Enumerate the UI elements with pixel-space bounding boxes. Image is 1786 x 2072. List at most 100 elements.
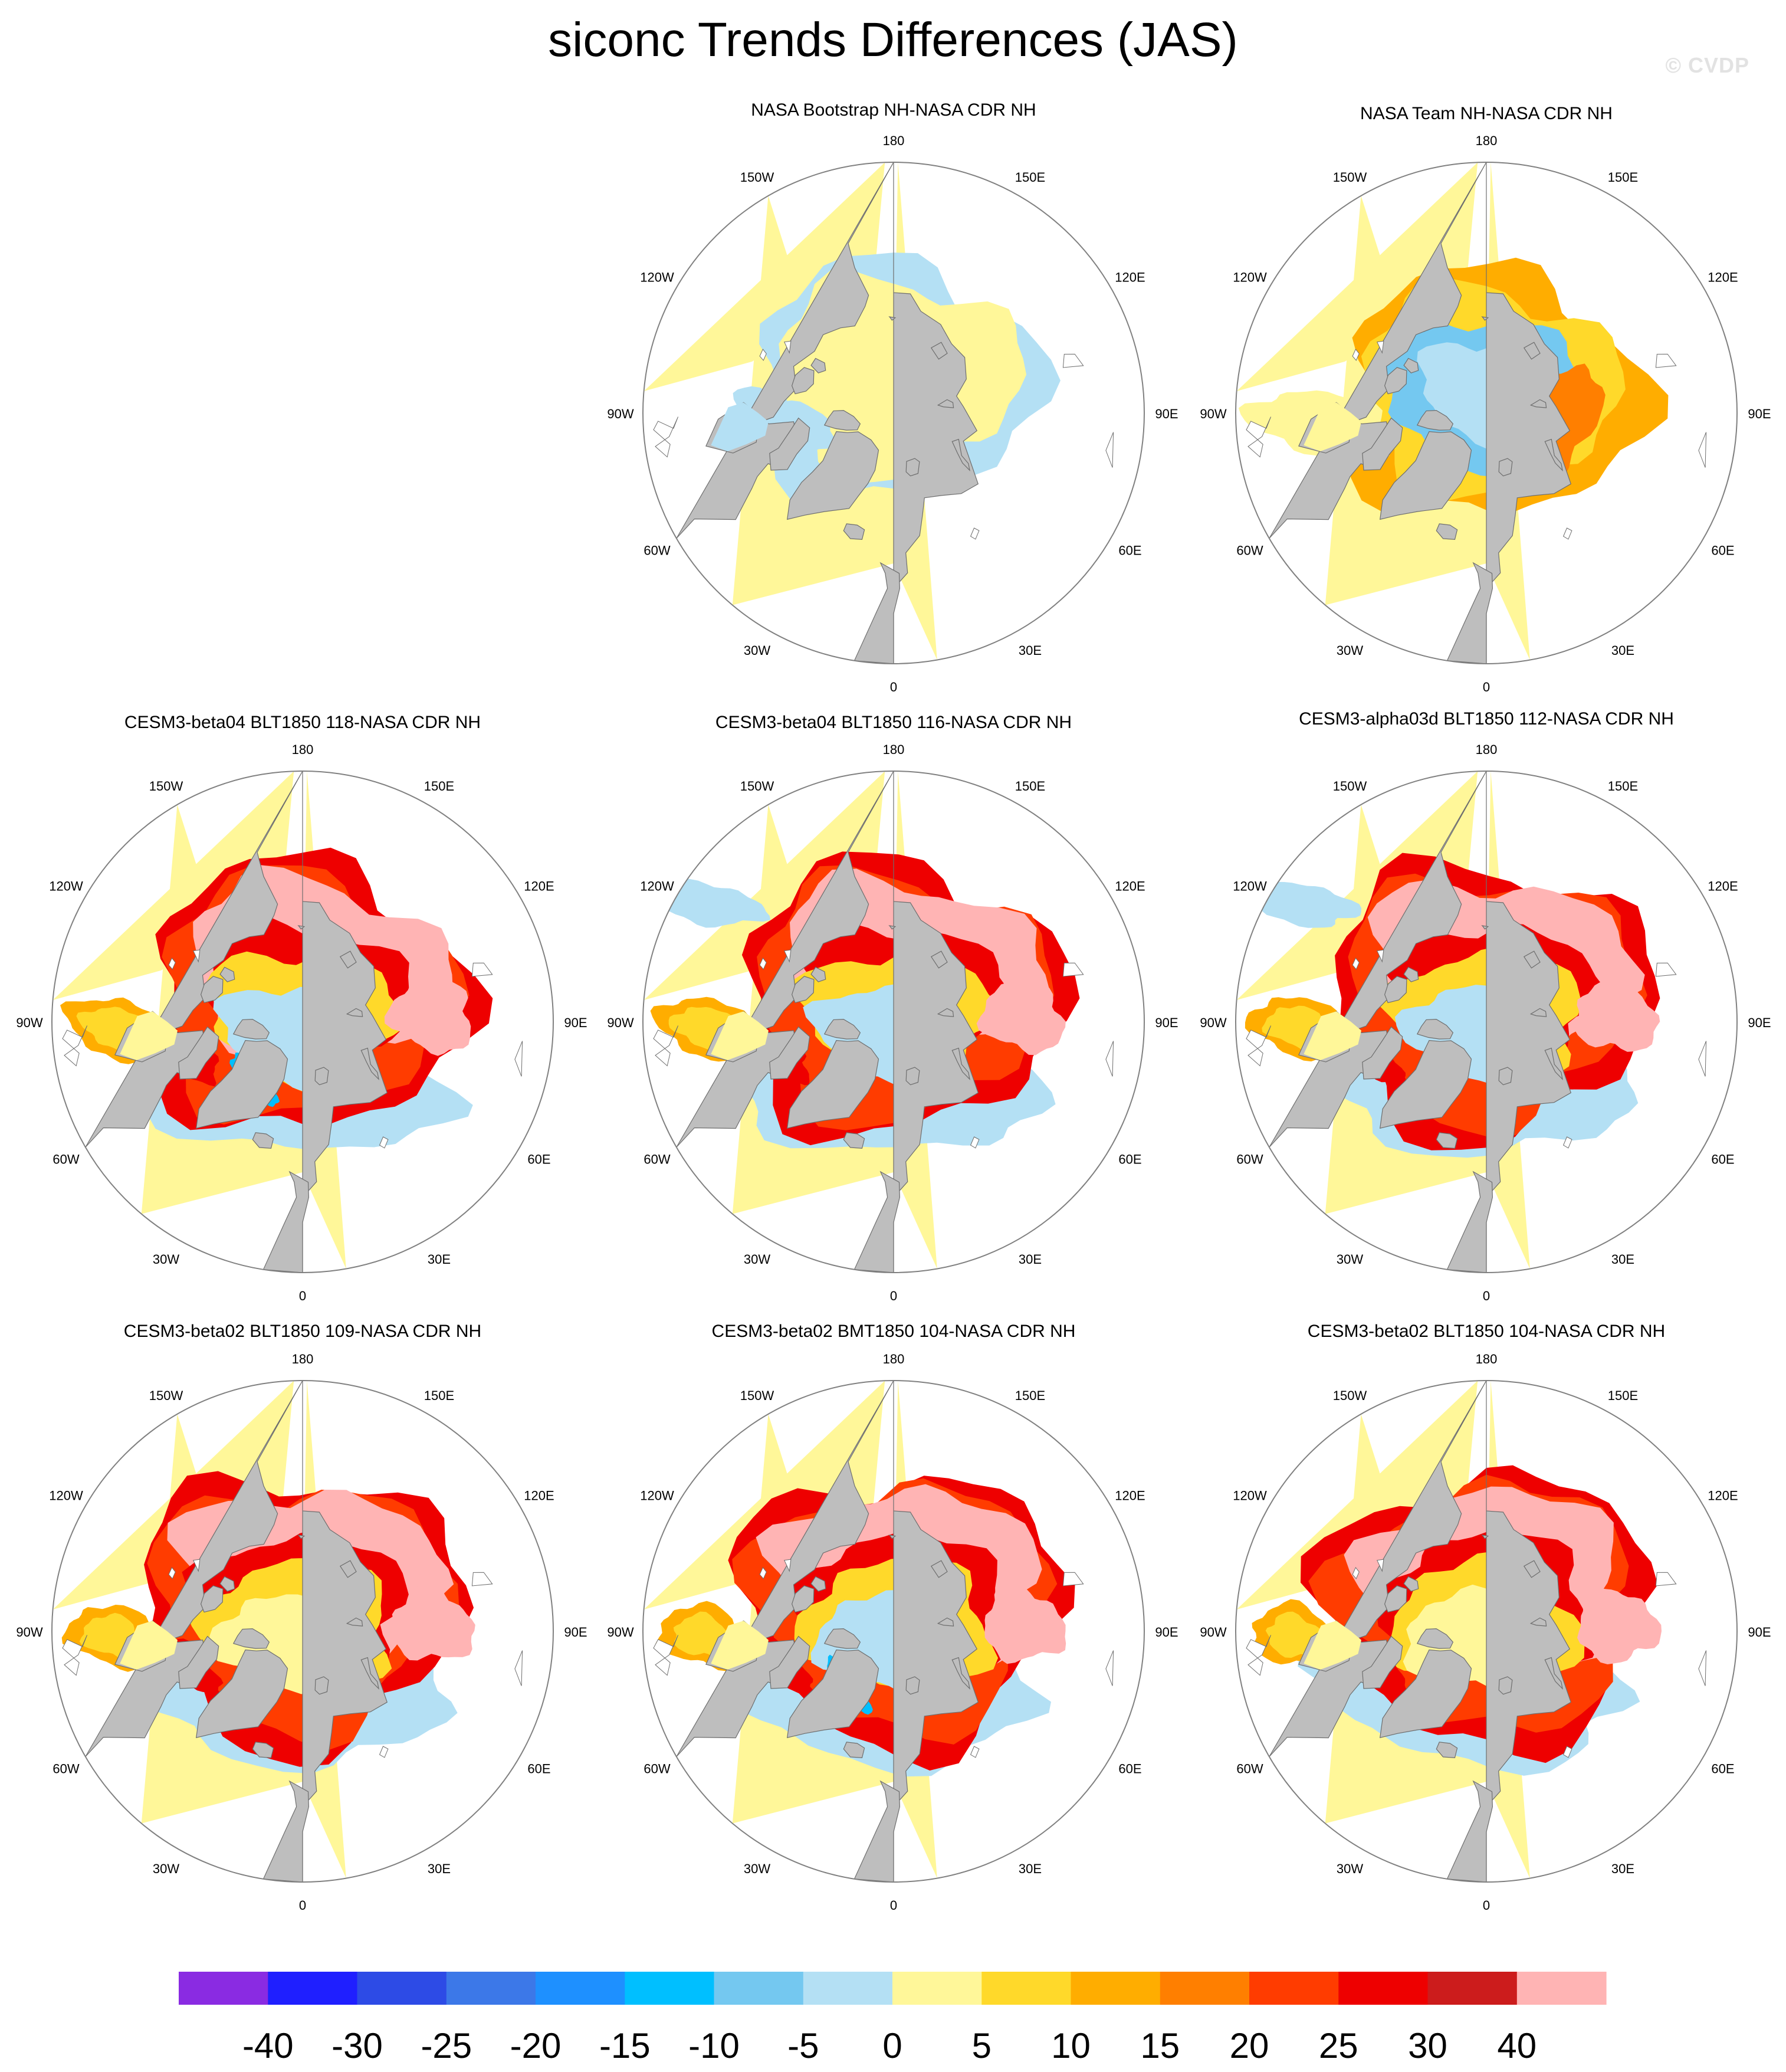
colorbar-tick-label: -25 (421, 2026, 472, 2066)
anomaly-bering-blue (1248, 879, 1362, 928)
land-banks (1403, 966, 1419, 982)
lake (1246, 1635, 1272, 1676)
colorbar-swatch (892, 1972, 982, 2005)
land-banks (219, 1576, 235, 1592)
anomaly-siberian-pink (984, 1584, 1066, 1664)
land-severnaya (937, 399, 954, 408)
lon-label: 90E (1748, 406, 1771, 421)
lon-label: 150W (1333, 1388, 1367, 1403)
lon-label: 120E (524, 1489, 554, 1503)
colorbar-tick-label: -10 (688, 2026, 740, 2066)
land-baffin (769, 417, 810, 471)
lake (783, 1559, 792, 1572)
hudson-bay (1304, 1011, 1361, 1060)
colorbar-tick-label: 30 (1408, 2026, 1447, 2066)
colorbar-swatch (357, 1972, 447, 2005)
land-eurasia (893, 162, 979, 664)
land-baffin (769, 1635, 810, 1689)
lon-label: 150W (740, 170, 774, 185)
colorbar-tick-label: -20 (510, 2026, 562, 2066)
colorbar-tick-label: -5 (787, 2026, 819, 2066)
map-panel: NASA Team NH-NASA CDR NH 180 150E 120E 90E 60… (1200, 104, 1771, 694)
land-nsi (930, 950, 948, 969)
land-svalbard (314, 1676, 329, 1695)
lon-label: 150W (1333, 170, 1367, 185)
lon-label: 120W (49, 1489, 83, 1503)
land-ellesmere (1416, 1018, 1454, 1040)
map-panels: NASA Bootstrap NH-NASA CDR NH 180 150E 120E… (16, 100, 1771, 1913)
page-title: siconc Trends Differences (JAS) (548, 13, 1238, 67)
lon-label: 90E (1155, 1625, 1178, 1640)
land-ellesmere (232, 1628, 270, 1649)
land-baffin (178, 1026, 219, 1080)
colorbar-swatch (1427, 1972, 1518, 2005)
land-ellesmere (1416, 1628, 1454, 1649)
land-europe_north (262, 1171, 310, 1273)
lon-label: 180 (883, 133, 905, 148)
lon-label: 150W (1333, 779, 1367, 794)
map-outline (642, 1380, 1145, 1883)
lon-label: 0 (1483, 1898, 1490, 1913)
land-banks (810, 966, 826, 982)
hudson-bay (711, 1011, 769, 1060)
lon-label: 30E (1611, 1861, 1634, 1876)
land-eurasia (1486, 771, 1572, 1273)
lon-label: 30W (1337, 643, 1363, 658)
lon-label: 30W (1337, 1861, 1363, 1876)
lon-label: 30E (1019, 643, 1042, 658)
land-europe_north (262, 1780, 310, 1882)
lon-label: 120E (524, 879, 554, 894)
lon-label: 60E (1118, 1152, 1141, 1167)
pacific-field (1236, 1381, 1478, 1609)
lake (653, 417, 679, 458)
lake (1246, 1025, 1272, 1067)
lake (1105, 1650, 1114, 1686)
lon-label: 30E (1611, 1252, 1634, 1267)
land-europe_north (853, 562, 901, 664)
land-wrangel (888, 925, 897, 930)
land-wrangel (1481, 1535, 1489, 1539)
lake (62, 1025, 88, 1067)
map-outline (1235, 1380, 1738, 1883)
lon-label: 90E (1155, 1015, 1178, 1030)
land-iceland (843, 523, 865, 540)
lon-label: 150E (1608, 1388, 1638, 1403)
lon-label: 120W (1233, 270, 1267, 285)
hudson-bay (1304, 1621, 1361, 1670)
lon-label: 30W (153, 1861, 179, 1876)
lon-label: 60E (1711, 1152, 1734, 1167)
land-banks (1403, 1576, 1419, 1592)
land-svalbard (1498, 458, 1513, 477)
land-banks (219, 966, 235, 982)
land-greenland (195, 1649, 288, 1739)
lon-label: 120E (1708, 270, 1738, 285)
lon-label: 30E (428, 1861, 451, 1876)
lon-label: 30W (1337, 1252, 1363, 1267)
land-greenland (786, 431, 879, 520)
land-novaya (951, 438, 970, 472)
lake (1562, 527, 1572, 540)
lake (1105, 432, 1114, 468)
lon-label: 180 (292, 1352, 314, 1366)
colorbar-tick-label: 40 (1497, 2026, 1537, 2066)
pacific-field (644, 771, 885, 1000)
lon-label: 180 (1476, 742, 1498, 757)
lon-label: 150W (149, 1388, 183, 1403)
lon-label: 60E (1711, 543, 1734, 558)
colorbar-tick-label: 5 (972, 2026, 992, 2066)
lon-label: 0 (1483, 1289, 1490, 1303)
land-victoria (200, 1585, 224, 1613)
lake (1376, 340, 1384, 354)
colorbar-swatch (536, 1972, 625, 2005)
land-wrangel (888, 316, 897, 321)
anomaly-bering-blue (662, 878, 771, 928)
lake (62, 1635, 88, 1676)
panel-title: CESM3-beta04 BLT1850 116-NASA CDR NH (715, 713, 1072, 732)
land-iceland (1436, 1742, 1458, 1759)
land-greenland (1379, 1649, 1472, 1739)
colorbar-swatch (625, 1972, 715, 2005)
map-outline (51, 1380, 554, 1883)
lake (1352, 1566, 1360, 1579)
colorbar-swatch (1071, 1972, 1161, 2005)
lake (471, 1572, 493, 1586)
